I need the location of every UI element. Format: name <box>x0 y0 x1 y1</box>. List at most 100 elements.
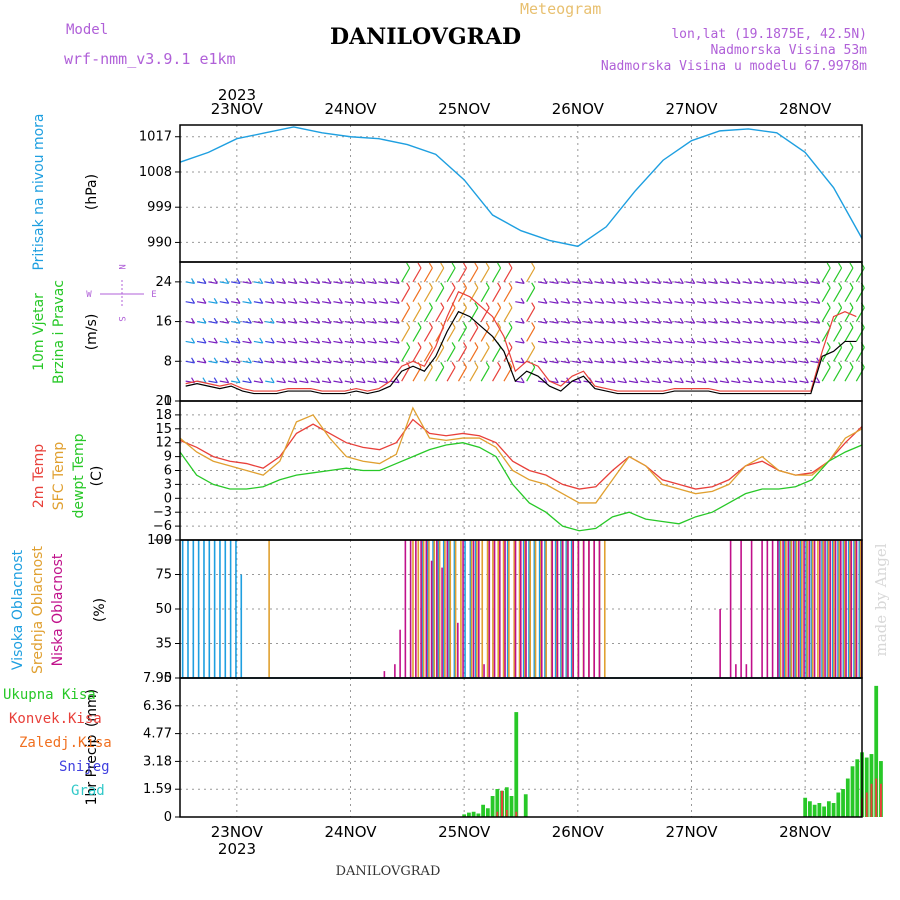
wind-barb <box>367 380 377 384</box>
wind-barb <box>810 360 820 364</box>
wind-barb <box>697 320 707 324</box>
wind-barb-tick <box>713 357 718 364</box>
wind-barb-tick <box>713 297 718 304</box>
wind-barb-tick <box>440 262 445 269</box>
wind-barb-tick <box>793 297 798 304</box>
wind-barb <box>799 380 809 384</box>
wind-barb-tick <box>849 322 854 328</box>
wind-barb <box>821 307 831 322</box>
precip-total-bar <box>485 808 490 817</box>
wind-barb-tick <box>759 278 764 284</box>
wind-barb-tick <box>384 337 389 344</box>
wind-barb <box>344 380 354 384</box>
wind-barb <box>640 301 650 304</box>
day-label-top: 26NOV <box>552 100 605 118</box>
wind-barb-tick <box>838 282 843 289</box>
day-label-bottom: 26NOV <box>552 823 605 841</box>
wind-barb-tick <box>236 337 241 344</box>
wind-barb-tick <box>657 377 662 384</box>
ytick-label: 50 <box>155 602 172 617</box>
wind-barb-tick <box>384 297 389 304</box>
wind-barb-tick <box>428 302 433 309</box>
wind-barb <box>662 360 673 364</box>
wind-barb <box>457 287 468 303</box>
wind-barb <box>356 380 366 384</box>
wind-barb <box>560 281 570 285</box>
pressure-line <box>179 126 863 248</box>
wind-barb <box>299 281 309 285</box>
wind-barb-tick <box>634 317 639 324</box>
wind-barb-tick <box>202 317 207 324</box>
precip-total-bar <box>812 804 817 817</box>
wind-barb-tick <box>372 317 377 324</box>
wind-barb-tick <box>543 297 548 304</box>
wind-barb <box>799 360 809 364</box>
wind-barb-tick <box>668 317 673 324</box>
wind-barb-tick <box>691 337 696 344</box>
wind-barb <box>685 320 695 324</box>
wind-barb-tick <box>270 297 275 304</box>
wind-barb <box>674 340 684 344</box>
compass-north: N <box>116 264 126 269</box>
wind-barb <box>321 380 332 384</box>
wind-barb <box>628 340 638 344</box>
wind-barb <box>651 320 661 324</box>
temp-sfc-line <box>179 406 863 504</box>
wind-barb <box>344 340 354 344</box>
wind-barb <box>457 327 468 342</box>
wind-barb-tick <box>736 337 741 344</box>
wind-barb-tick <box>451 361 456 368</box>
precip-total-bar <box>471 811 476 817</box>
wind-barb-tick <box>361 377 366 384</box>
wind-barb-tick <box>520 297 525 304</box>
wind-barb <box>628 320 638 324</box>
wind-barb <box>617 301 627 304</box>
wind-barb-tick <box>657 317 662 324</box>
wind-barb-tick <box>668 337 673 344</box>
wind-barb <box>310 360 320 364</box>
wind-barb <box>367 281 377 285</box>
precip-total-bar <box>523 794 528 817</box>
wind-barb-tick <box>600 297 605 304</box>
wind-barb <box>560 301 570 304</box>
wind-barb <box>549 320 559 324</box>
wind-barb-tick <box>451 262 456 269</box>
wind-barb <box>583 320 593 324</box>
precip-ylabel: 1hr Precip <box>84 735 100 806</box>
panel-pressure: 1017 1008 999 990 <box>139 125 862 262</box>
wind-barb <box>719 301 729 304</box>
wind-barb-tick <box>406 361 411 368</box>
compass-east: E <box>151 290 156 300</box>
wind-barb <box>765 320 775 324</box>
wind-barb-tick <box>417 282 422 289</box>
wind-barb <box>344 360 354 364</box>
wind-barb <box>390 320 400 324</box>
wind-barb <box>765 301 775 304</box>
wind-barb <box>594 360 604 364</box>
wind-barb-tick <box>600 357 605 364</box>
wind-barb-tick <box>588 357 593 364</box>
wind-barb-tick <box>849 361 854 368</box>
wind-barb <box>719 281 729 285</box>
wind-barb-tick <box>804 337 809 344</box>
wind-barb-tick <box>497 302 502 309</box>
wind-barb <box>344 301 354 304</box>
wind-barb <box>276 301 286 304</box>
wind-barb-tick <box>611 297 616 304</box>
wind-barb-tick <box>816 337 821 344</box>
wind-barb <box>731 360 741 364</box>
wind-barb <box>515 301 525 304</box>
temp-ylabel: 2m Temp <box>31 444 47 508</box>
wind-barb <box>480 287 490 303</box>
wind-barb-tick <box>531 322 536 328</box>
wind-barb-tick <box>793 337 798 344</box>
wind-barb-tick <box>293 377 298 384</box>
wind-barb-tick <box>270 377 275 384</box>
precip-convective-bar <box>501 790 504 817</box>
wind-barb-tick <box>372 357 377 364</box>
wind-barb <box>662 281 673 285</box>
wind-barb-tick <box>372 337 377 344</box>
wind-barb <box>708 301 718 304</box>
wind-barb-tick <box>849 342 854 348</box>
wind-barb-tick <box>213 357 218 364</box>
